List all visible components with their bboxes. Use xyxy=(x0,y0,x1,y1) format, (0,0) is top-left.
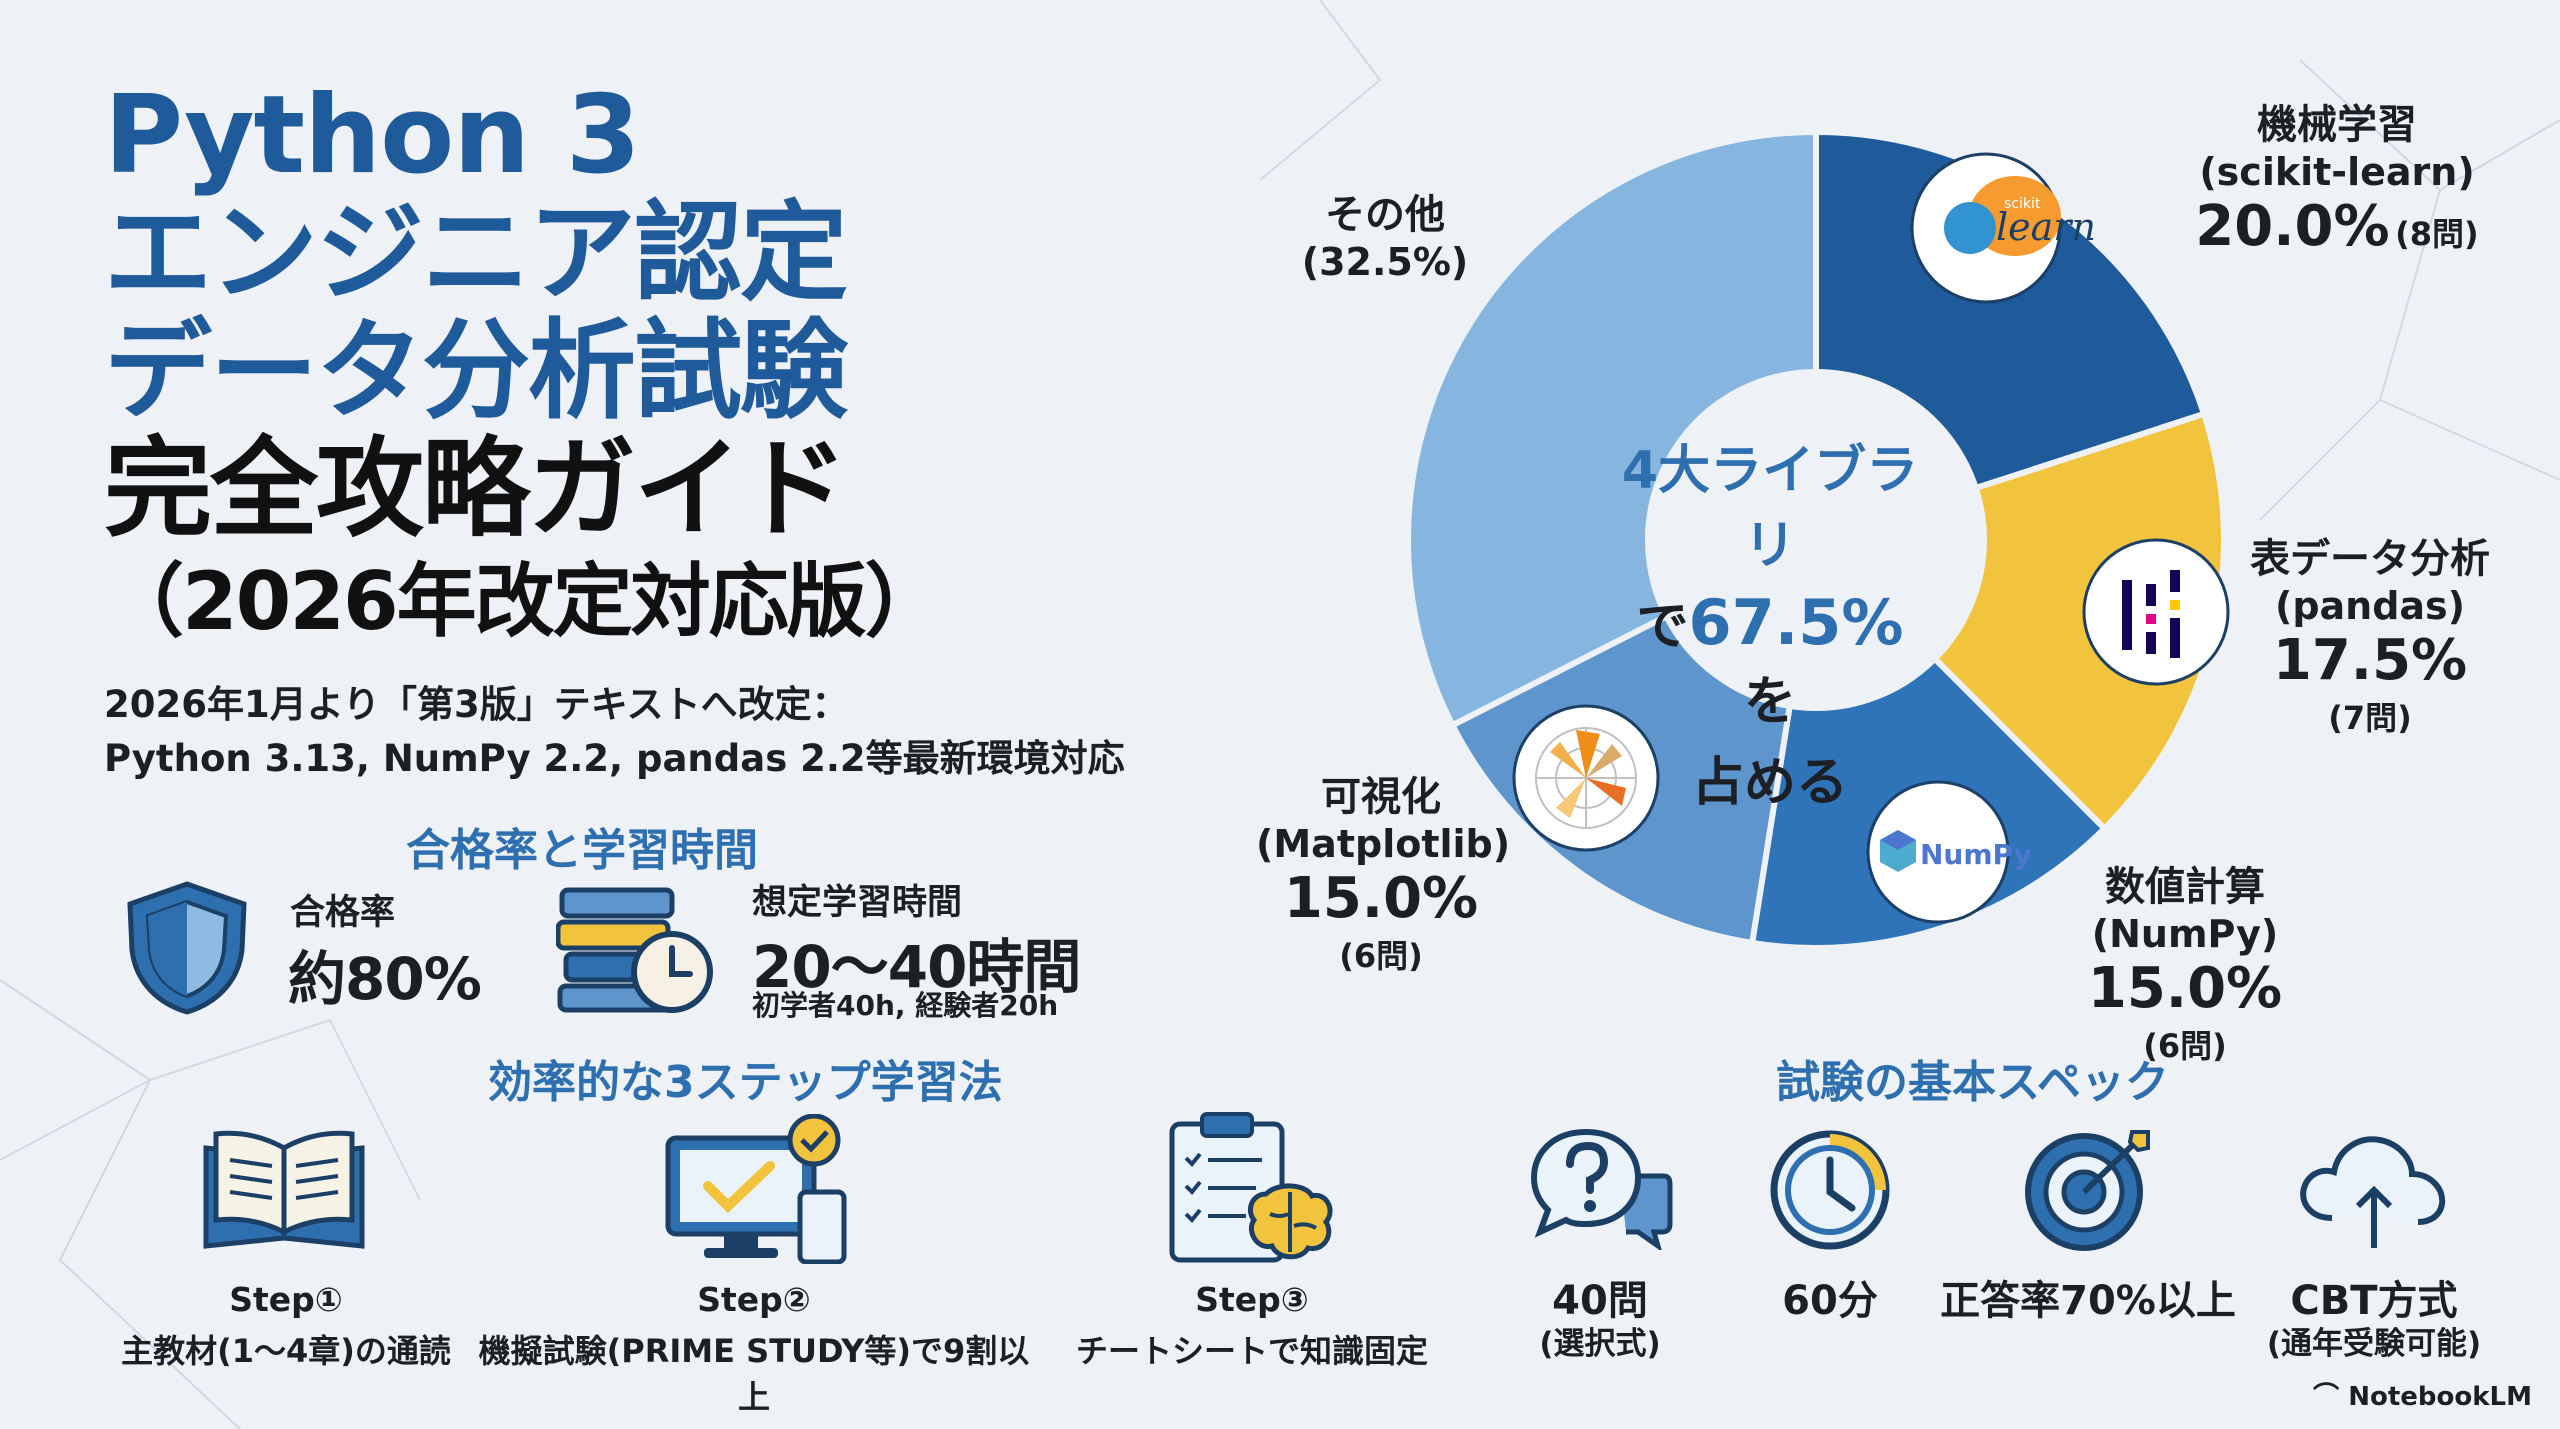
notebooklm-icon: ⌒ xyxy=(2313,1382,2340,1412)
spec-pass-label: 正答率70%以上 xyxy=(1940,1278,2236,1324)
title-line-1: Python 3 xyxy=(104,73,641,198)
numpy-logo: NumPy xyxy=(1866,780,2032,924)
title-line-5: （2026年改定対応版） xyxy=(104,555,945,648)
label-numpy-q: (6問) xyxy=(2143,1027,2227,1065)
label-matplotlib-lib: (Matplotlib) xyxy=(1256,822,1511,866)
title-line-4: 完全攻略ガイド xyxy=(104,427,848,552)
center-line-3: 占める xyxy=(1691,753,1848,813)
step-2-desc: 機擬試験(PRIME STUDY等)で9割以上 xyxy=(478,1332,1030,1416)
label-pandas-name: 表データ分析 xyxy=(2250,536,2490,582)
center-line-2-pre: で xyxy=(1636,597,1689,657)
center-line-1: 4大ライブラリ xyxy=(1621,441,1919,576)
label-numpy-name: 数値計算 xyxy=(2105,864,2265,910)
center-line-2-post: を xyxy=(1743,672,1796,732)
study-time-note: 初学者40h, 経験者20h xyxy=(752,989,1059,1022)
revision-note: 2026年1月より「第3版」テキストへ改定： Python 3.13, NumP… xyxy=(104,678,1125,786)
center-line-2: で67.5% を xyxy=(1620,584,1920,734)
spec-section-heading: 試験の基本スペック xyxy=(1776,1057,2169,1108)
label-numpy-row: (NumPy) 15.0% xyxy=(2088,912,2282,1021)
label-sklearn-lib: (scikit-learn) xyxy=(2199,150,2475,194)
question-bubble-icon xyxy=(1530,1128,1673,1250)
spec-questions-sub: (選択式) xyxy=(1539,1326,1661,1362)
sklearn-logo: scikit learn xyxy=(1910,152,2096,304)
pandas-logo xyxy=(2082,538,2230,686)
books-clock-icon xyxy=(556,887,713,1013)
label-numpy: 数値計算 (NumPy) 15.0% (6問) xyxy=(2000,854,2370,1067)
spec-cbt-sub: (通年受験可能) xyxy=(2266,1326,2482,1362)
spec-questions-label: 40問 xyxy=(1552,1278,1648,1324)
revision-note-line-1: 2026年1月より「第3版」テキストへ改定： xyxy=(104,683,849,726)
main-title: Python 3 エンジニア認定 データ分析試験 完全攻略ガイド （2026年改… xyxy=(104,73,945,648)
label-sklearn-pct: 20.0% xyxy=(2195,194,2390,259)
label-other-name: その他 xyxy=(1325,192,1445,238)
open-book-icon xyxy=(203,1130,365,1249)
clipboard-brain-icon xyxy=(1169,1112,1333,1263)
label-pandas-pct: 17.5% xyxy=(2272,628,2468,693)
footer-brand-text: NotebookLM xyxy=(2348,1382,2532,1412)
numpy-logo-text: NumPy xyxy=(1920,838,2032,871)
label-matplotlib-name: 可視化 xyxy=(1321,774,1441,820)
pass-rate-value: 約80% xyxy=(288,945,482,1013)
step-3-label: Step③ xyxy=(1195,1280,1309,1319)
label-pandas-lib: (pandas) xyxy=(2274,584,2466,628)
step-1-label: Step① xyxy=(229,1280,343,1319)
steps-section-heading: 効率的な3ステップ学習法 xyxy=(488,1057,1003,1108)
spec-time-label: 60分 xyxy=(1782,1278,1878,1324)
label-sklearn-name: 機械学習 xyxy=(2257,102,2417,148)
center-line-2-value: 67.5% xyxy=(1688,586,1904,659)
label-matplotlib-q: (6問) xyxy=(1339,937,1423,975)
study-time-value: 20〜40時間 xyxy=(752,933,1081,1001)
label-pandas: 表データ分析 (pandas) 17.5% (7問) xyxy=(2220,526,2520,739)
step-3-desc: チートシートで知識固定 xyxy=(1075,1332,1428,1370)
cloud-upload-icon xyxy=(2300,1136,2446,1248)
step-1-desc: 主教材(1〜4章)の通読 xyxy=(121,1332,451,1370)
label-matplotlib-pct: 15.0% xyxy=(1283,866,1479,931)
label-sklearn: 機械学習 (scikit-learn) 20.0% (8問) xyxy=(2172,92,2502,259)
study-time-label: 想定学習時間 xyxy=(752,883,963,923)
chart-center-text: 4大ライブラリ で67.5% を 占める xyxy=(1620,428,1920,815)
label-pandas-q: (7問) xyxy=(2328,699,2412,737)
target-icon xyxy=(2025,1130,2150,1251)
label-other-pct: (32.5%) xyxy=(1301,240,1469,284)
clock-icon xyxy=(1770,1130,1890,1250)
revision-note-line-2: Python 3.13, NumPy 2.2, pandas 2.2等最新環境対… xyxy=(104,737,1125,780)
sklearn-logo-small: scikit xyxy=(2004,196,2041,212)
label-matplotlib: 可視化 (Matplotlib) 15.0% (6問) xyxy=(1256,764,1511,977)
donut-hole xyxy=(1648,372,1984,708)
step-2-label: Step② xyxy=(697,1280,811,1319)
matplotlib-logo xyxy=(1512,704,1660,852)
label-numpy-pct: 15.0% xyxy=(2087,956,2283,1021)
sklearn-logo-text: learn xyxy=(1996,205,2096,249)
pass-section-heading: 合格率と学習時間 xyxy=(406,825,758,876)
shield-icon xyxy=(127,881,247,1015)
pass-rate-label: 合格率 xyxy=(290,893,396,933)
monitor-check-icon xyxy=(665,1114,847,1264)
title-line-2: エンジニア認定 xyxy=(104,191,848,316)
label-numpy-lib: (NumPy) xyxy=(2091,912,2279,956)
footer-brand: ⌒ NotebookLM xyxy=(2313,1376,2532,1413)
label-other: その他 (32.5%) xyxy=(1280,182,1490,284)
spec-cbt-label: CBT方式 xyxy=(2290,1278,2458,1324)
label-sklearn-pct-row: 20.0% (8問) xyxy=(2195,194,2478,259)
library-donut-chart: scikit learn NumPy xyxy=(1405,128,2230,951)
title-line-3: データ分析試験 xyxy=(104,309,848,434)
label-sklearn-q: (8問) xyxy=(2395,215,2479,253)
